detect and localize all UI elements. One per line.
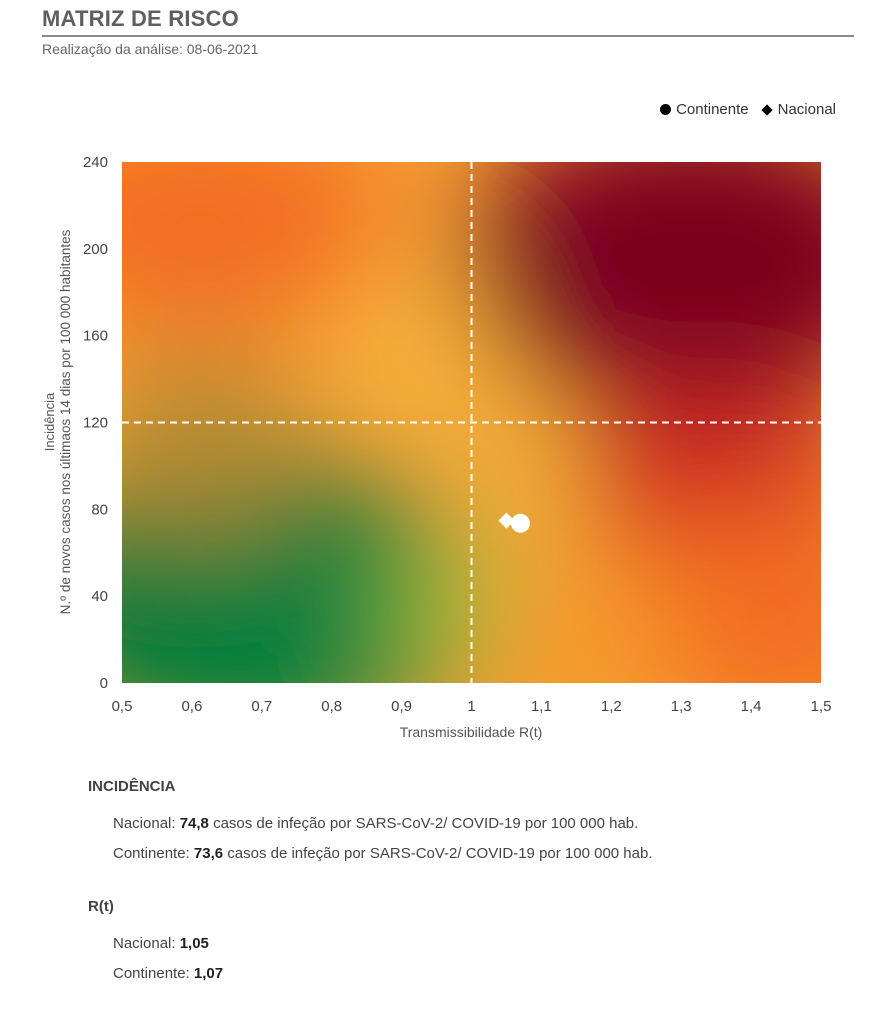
- rt-nacional-label: Nacional:: [113, 935, 180, 952]
- x-tick-label: 0,7: [251, 698, 272, 715]
- circle-icon: [660, 104, 672, 115]
- risk-matrix-chart: 0 40 80 120 160 200 240 0,5 0,6 0,7 0,8 0,9 1 1,1 1,2…: [42, 154, 832, 740]
- x-tick-label: 0,6: [181, 698, 202, 715]
- rt-continente-label: Continente:: [113, 965, 194, 982]
- incidencia-section: INCIDÊNCIA Nacional: 74,8 casos de infeç…: [88, 778, 653, 869]
- rt-nacional: Nacional: 1,05: [113, 929, 223, 959]
- x-tick-label: 1: [467, 698, 475, 715]
- incidencia-nacional-label: Nacional:: [113, 815, 180, 832]
- x-axis-ticks: 0,5 0,6 0,7 0,8 0,9 1 1,1 1,2 1,3 1,4 1,5: [112, 698, 832, 715]
- y-axis-ticks: 0 40 80 120 160 200 240: [83, 154, 108, 692]
- legend-label-continente: Continente: [676, 101, 749, 118]
- x-axis-label: Transmissibilidade R(t): [400, 724, 543, 740]
- legend-item-continente: Continente: [660, 101, 749, 118]
- chart-legend: Continente Nacional: [660, 101, 836, 118]
- incidencia-continente-text: casos de infeção por SARS-CoV-2/ COVID-1…: [223, 845, 653, 862]
- incidencia-continente-label: Continente:: [113, 845, 194, 862]
- header: MATRIZ DE RISCO Realização da análise: 0…: [42, 6, 854, 57]
- x-tick-label: 0,8: [321, 698, 342, 715]
- incidencia-nacional-value: 74,8: [179, 815, 209, 832]
- incidencia-nacional-text: casos de infeção por SARS-CoV-2/ COVID-1…: [208, 815, 639, 832]
- analysis-date: Realização da análise: 08-06-2021: [42, 41, 259, 57]
- marker-continente: [510, 513, 530, 533]
- rt-continente: Continente: 1,07: [113, 959, 223, 989]
- y-tick-label: 160: [83, 328, 108, 345]
- y-axis-label: N.º de novos casos nos últimaos 14 dias …: [58, 229, 73, 614]
- x-tick-label: 1,1: [531, 698, 552, 715]
- x-tick-label: 1,2: [601, 698, 622, 715]
- y-tick-label: 40: [91, 588, 108, 605]
- rt-nacional-value: 1,05: [179, 935, 209, 952]
- marker-nacional: [498, 512, 515, 529]
- rt-heading: R(t): [88, 898, 114, 915]
- y-tick-label: 0: [100, 675, 108, 692]
- x-tick-label: 1,5: [811, 698, 832, 715]
- threshold-lines: [122, 162, 821, 683]
- incidencia-continente-value: 73,6: [193, 845, 224, 862]
- legend-item-nacional: Nacional: [760, 101, 836, 118]
- page-title: MATRIZ DE RISCO: [42, 6, 854, 37]
- y-tick-label: 120: [83, 415, 108, 432]
- incidencia-heading: INCIDÊNCIA: [88, 778, 176, 795]
- y-tick-label: 80: [91, 501, 108, 518]
- x-tick-label: 1,4: [741, 698, 762, 715]
- incidencia-continente: Continente: 73,6 casos de infeção por SA…: [113, 839, 653, 869]
- incidencia-nacional: Nacional: 74,8 casos de infeção por SARS…: [113, 809, 653, 839]
- rt-continente-value: 1,07: [193, 965, 224, 982]
- rt-section: R(t) Nacional: 1,05 Continente: 1,07: [88, 898, 223, 989]
- y-tick-label: 200: [83, 241, 108, 258]
- x-tick-label: 1,3: [671, 698, 692, 715]
- y-tick-label: 240: [83, 154, 108, 171]
- diamond-icon: [760, 103, 773, 116]
- y-axis-label-title: Incidência: [42, 392, 57, 451]
- legend-label-nacional: Nacional: [777, 101, 836, 118]
- data-markers: [498, 512, 530, 533]
- x-tick-label: 0,9: [391, 698, 412, 715]
- x-tick-label: 0,5: [112, 698, 133, 715]
- risk-gradient-background: [122, 162, 821, 683]
